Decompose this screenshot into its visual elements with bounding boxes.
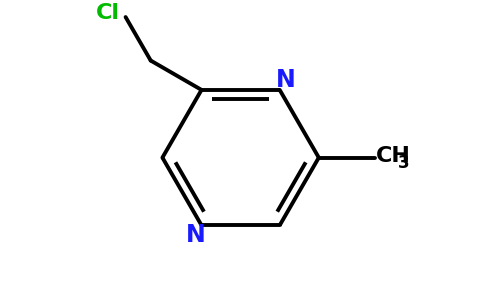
Text: N: N bbox=[186, 224, 206, 248]
Text: 3: 3 bbox=[397, 154, 409, 172]
Text: CH: CH bbox=[376, 146, 411, 166]
Text: N: N bbox=[276, 68, 295, 92]
Text: Cl: Cl bbox=[96, 3, 120, 23]
